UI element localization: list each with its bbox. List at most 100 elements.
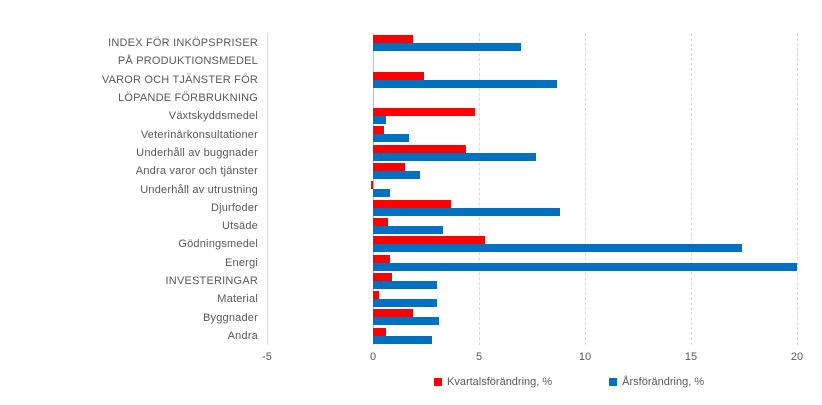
arsforandring-bar [373, 43, 522, 51]
legend-label: Kvartalsförändring, % [447, 376, 553, 388]
category-label: INVESTERINGAR [165, 275, 258, 287]
category-label: LÖPANDE FÖRBRUKNING [118, 92, 258, 105]
x-tick-label: 15 [684, 351, 698, 363]
chart-row: PÅ PRODUKTIONSMEDEL [0, 52, 797, 70]
legend-item: Kvartalsförändring, % [434, 376, 552, 388]
category-label: INDEX FÖR INKÖPSPRISER [108, 37, 258, 50]
chart-row: Andra [0, 327, 797, 345]
chart-row: Djurfoder [0, 199, 797, 217]
arsforandring-bar [373, 134, 410, 143]
chart-rows: INDEX FÖR INKÖPSPRISER PÅ PRODUKTIONSMEDE… [0, 34, 797, 345]
arsforandring-bar [373, 207, 560, 216]
arsforandring-bar [373, 280, 437, 289]
chart-row: LÖPANDE FÖRBRUKNING [0, 89, 797, 107]
x-tick-label: 10 [578, 351, 592, 363]
bar-group [267, 308, 797, 326]
x-tick-label: 0 [369, 351, 377, 363]
bar-group [267, 34, 797, 52]
kvartalsforandring-bar [373, 163, 405, 172]
category-label: Utsäde [221, 220, 258, 233]
gridline-layer [267, 33, 798, 345]
chart-row: Energi [0, 254, 797, 272]
category-label: VAROR OCH TJÄNSTER FÖR [101, 73, 258, 86]
arsforandring-bar [373, 244, 742, 253]
legend: Kvartalsförändring, % Årsförändring, % [434, 376, 704, 388]
category-label: Veterinärkonsultationer [140, 128, 258, 141]
chart-row: Underhåll av utrustning [0, 180, 797, 198]
chart-row: Material [0, 290, 797, 308]
bar-group [267, 290, 797, 308]
gridline--5 [267, 33, 268, 345]
kvartalsforandring-bar [373, 144, 467, 153]
kvartalsforandring-bar [373, 199, 452, 208]
bar-group [267, 327, 797, 345]
category-label: Andra [227, 329, 258, 342]
arsforandring-bar [373, 299, 437, 308]
chart-row: Gödningsmedel [0, 235, 797, 253]
chart-row: Underhåll av buggnader [0, 144, 797, 162]
kvartalsforandring-bar [373, 309, 414, 318]
bar-group [267, 71, 797, 89]
legend-swatch-icon [434, 378, 442, 386]
gridline-10 [585, 33, 586, 345]
category-label: Material [217, 293, 258, 306]
bar-group [267, 107, 797, 125]
x-tick-label: 20 [790, 351, 804, 363]
arsforandring-bar [373, 152, 537, 161]
arsforandring-bar [373, 189, 390, 198]
kvartalsforandring-bar [373, 254, 390, 263]
category-label: PÅ PRODUKTIONSMEDEL [117, 55, 258, 68]
bar-group [267, 254, 797, 272]
bar-group [267, 125, 797, 143]
bar-group [267, 217, 797, 235]
kvartalsforandring-bar [373, 236, 486, 245]
chart-row: Andra varor och tjänster [0, 162, 797, 180]
chart-row: Byggnader [0, 308, 797, 326]
bar-group [267, 272, 797, 290]
bar-group [267, 89, 797, 107]
gridline-15 [691, 33, 692, 345]
kvartalsforandring-bar [373, 71, 424, 80]
kvartalsforandring-bar [373, 272, 393, 281]
category-label: Gödningsmedel [178, 238, 258, 251]
kvartalsforandring-bar [373, 126, 384, 135]
zero-axis-line [373, 33, 374, 345]
x-axis: -5 0 5 10 15 20 [262, 351, 803, 365]
kvartalsforandring-bar [373, 217, 388, 226]
legend-item: Årsförändring, % [609, 376, 704, 388]
category-label: Växtskyddsmedel [168, 110, 258, 123]
arsforandring-bar [373, 317, 439, 326]
legend-label: Årsförändring, % [622, 376, 705, 388]
category-label: Andra varor och tjänster [135, 165, 258, 178]
kvartalsforandring-bar [370, 181, 373, 190]
bar-group [267, 52, 797, 70]
bar-group [267, 235, 797, 253]
legend-swatch-icon [609, 378, 618, 386]
chart-row: Växtskyddsmedel [0, 107, 797, 125]
chart-row: INVESTERINGAR [0, 272, 797, 290]
kvartalsforandring-bar [373, 35, 414, 43]
bar-group [267, 144, 797, 162]
category-label: Energi [225, 256, 258, 269]
arsforandring-bar [373, 225, 443, 234]
chart-row: INDEX FÖR INKÖPSPRISER [0, 34, 797, 52]
bar-group [267, 180, 797, 198]
chart-row: Veterinärkonsultationer [0, 125, 797, 143]
category-label: Byggnader [202, 311, 258, 324]
arsforandring-bar [373, 171, 420, 180]
kvartalsforandring-bar [373, 327, 386, 336]
category-label: Djurfoder [210, 201, 258, 214]
bar-group [267, 162, 797, 180]
bar-group [267, 199, 797, 217]
x-tick-label: -5 [262, 351, 272, 363]
arsforandring-bar [373, 79, 558, 88]
gridline-20 [797, 33, 798, 345]
kvartalsforandring-bar [373, 108, 475, 117]
chart-row: VAROR OCH TJÄNSTER FÖR [0, 71, 797, 89]
x-tick-label: 5 [475, 351, 483, 363]
kvartalsforandring-bar [373, 291, 380, 300]
arsforandring-bar [373, 335, 433, 344]
chart-row: Utsäde [0, 217, 797, 235]
gridline-5 [479, 33, 480, 345]
